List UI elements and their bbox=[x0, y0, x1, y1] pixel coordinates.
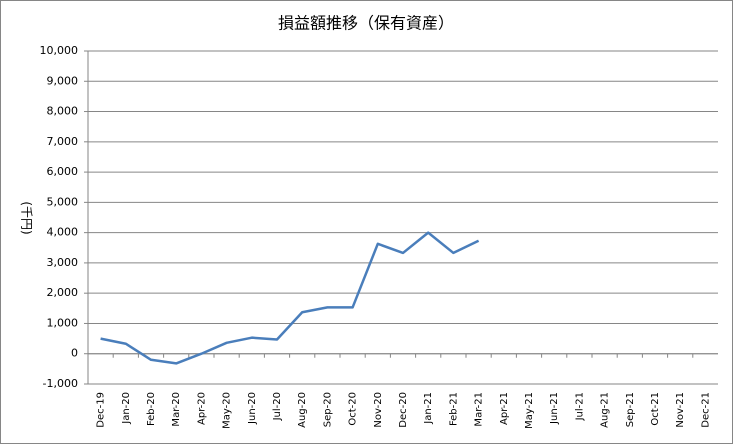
y-tick-label: 8,000 bbox=[47, 105, 79, 118]
x-tick-label: Jun-21 bbox=[549, 392, 560, 425]
x-tick-label: Jan-20 bbox=[121, 392, 132, 425]
y-tick-label: 6,000 bbox=[47, 165, 79, 178]
x-tick-label: Aug-21 bbox=[600, 392, 611, 428]
x-tick-label: Sep-20 bbox=[322, 392, 333, 427]
x-tick-label: Jun-20 bbox=[247, 392, 258, 425]
x-tick-label: Oct-21 bbox=[650, 392, 661, 426]
series-line bbox=[100, 231, 480, 365]
y-tick-label: 5,000 bbox=[47, 195, 79, 208]
y-tick-label: 10,000 bbox=[40, 44, 79, 57]
x-tick-label: Jul-21 bbox=[574, 392, 585, 421]
x-tick-label: Apr-21 bbox=[499, 392, 510, 425]
x-tick-label: May-20 bbox=[222, 392, 233, 429]
x-tick-label: Apr-20 bbox=[196, 392, 207, 425]
chart-title: 損益額推移（保有資産） bbox=[278, 14, 454, 33]
y-tick-label: 0 bbox=[71, 347, 78, 360]
y-axis-label: (千円) bbox=[20, 201, 34, 234]
x-tick-label: Feb-20 bbox=[146, 392, 157, 426]
x-tick-label: Nov-21 bbox=[675, 392, 686, 428]
y-tick-label: 4,000 bbox=[47, 226, 79, 239]
y-tick-label: 1,000 bbox=[47, 316, 79, 329]
x-tick-label: Oct-20 bbox=[348, 392, 359, 426]
x-tick-label: Feb-21 bbox=[448, 392, 459, 426]
y-tick-label: 7,000 bbox=[47, 135, 79, 148]
x-tick-label: Aug-20 bbox=[297, 392, 308, 428]
x-tick-label: Mar-20 bbox=[171, 392, 182, 427]
y-tick-label: 3,000 bbox=[47, 256, 79, 269]
x-tick-label: May-21 bbox=[524, 392, 535, 429]
y-tick-label: -1,000 bbox=[43, 377, 78, 390]
x-tick-label: Dec-20 bbox=[398, 392, 409, 428]
x-tick-label: Mar-21 bbox=[474, 392, 485, 427]
x-tick-label: Dec-21 bbox=[700, 392, 711, 428]
y-tick-label: 9,000 bbox=[47, 74, 79, 87]
x-tick-label: Dec-19 bbox=[96, 392, 107, 428]
y-tick-label: 2,000 bbox=[47, 286, 79, 299]
x-tick-label: Sep-21 bbox=[625, 392, 636, 427]
x-tick-label: Jan-21 bbox=[423, 392, 434, 425]
x-tick-label: Jul-20 bbox=[272, 392, 283, 421]
x-tick-label: Nov-20 bbox=[373, 392, 384, 428]
